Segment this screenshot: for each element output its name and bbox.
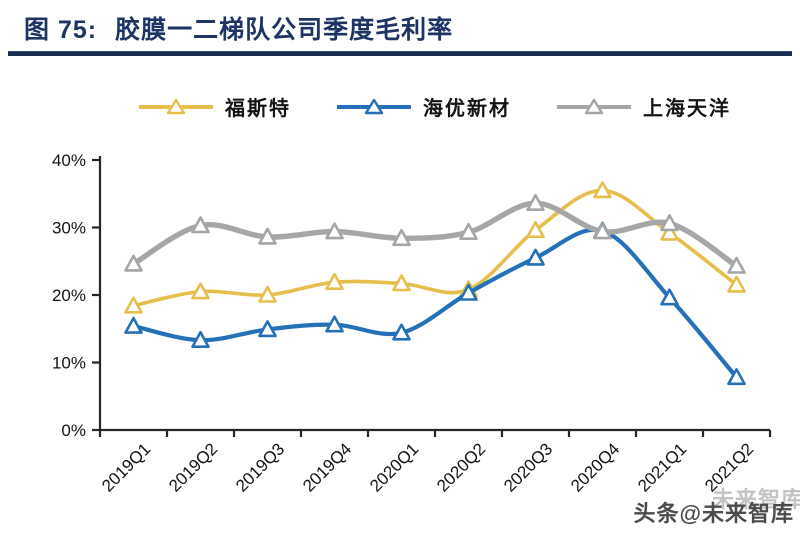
series-marker bbox=[325, 272, 344, 290]
y-tick-label: 30% bbox=[52, 219, 86, 238]
series-marker bbox=[392, 274, 411, 292]
x-tick-label: 2019Q4 bbox=[299, 439, 355, 495]
x-tick-label: 2020Q3 bbox=[500, 439, 556, 495]
figure-title-text: 胶膜一二梯队公司季度毛利率 bbox=[115, 16, 454, 44]
series-marker bbox=[325, 222, 344, 240]
series-marker bbox=[727, 368, 746, 386]
line-chart-canvas: 0%10%20%30%40%2019Q1 2019Q2 2019Q3 2019Q4 20… bbox=[52, 151, 772, 496]
series-marker bbox=[392, 229, 411, 247]
series-marker bbox=[124, 254, 143, 272]
series-marker bbox=[727, 275, 746, 293]
x-tick-label: 2021Q1 bbox=[634, 439, 690, 495]
haiyou-line-marker-icon bbox=[337, 98, 411, 114]
watermark-echo: 未来智库 bbox=[711, 487, 800, 512]
series-marker bbox=[191, 330, 210, 348]
series-marker bbox=[526, 193, 545, 211]
series-marker bbox=[459, 222, 478, 240]
legend-item-foster: 福斯特 bbox=[139, 92, 291, 121]
x-tick-label: 2020Q4 bbox=[567, 439, 623, 495]
series-marker bbox=[459, 283, 478, 301]
series-marker bbox=[124, 316, 143, 334]
legend-label-foster: 福斯特 bbox=[225, 98, 291, 120]
legend-item-haiyou: 海优新材 bbox=[337, 92, 511, 121]
title-divider bbox=[8, 51, 792, 56]
watermark: 头条@未来智库 bbox=[633, 501, 794, 526]
series-line bbox=[131, 188, 739, 308]
x-tick-label: 2019Q2 bbox=[165, 439, 221, 495]
legend-label-haiyou: 海优新材 bbox=[423, 98, 511, 120]
series-marker bbox=[727, 256, 746, 274]
series-line bbox=[130, 200, 740, 269]
series-marker bbox=[660, 214, 679, 232]
x-tick-label: 2019Q3 bbox=[232, 439, 288, 495]
series-marker bbox=[660, 223, 679, 241]
series-marker bbox=[392, 323, 411, 341]
x-tick-label: 2020Q1 bbox=[366, 439, 422, 495]
figure-title: 图 75: 胶膜一二梯队公司季度毛利率 bbox=[24, 10, 453, 46]
foster-line-marker-icon bbox=[139, 98, 213, 114]
y-tick-label: 10% bbox=[52, 354, 86, 373]
series-marker bbox=[258, 285, 277, 303]
chart-legend: 福斯特 海优新材 上海天洋 bbox=[70, 92, 800, 121]
legend-label-tianyang: 上海天洋 bbox=[643, 98, 731, 120]
series-marker bbox=[258, 320, 277, 338]
series-marker bbox=[325, 315, 344, 333]
series-marker bbox=[258, 227, 277, 245]
series-marker bbox=[191, 216, 210, 234]
series-marker bbox=[191, 282, 210, 300]
y-tick-label: 40% bbox=[52, 151, 86, 170]
legend-item-tianyang: 上海天洋 bbox=[557, 92, 731, 121]
x-tick-label: 2019Q1 bbox=[98, 439, 154, 495]
series-marker bbox=[526, 220, 545, 238]
series-marker bbox=[526, 248, 545, 266]
y-tick-label: 0% bbox=[61, 421, 86, 440]
figure-number: 图 75: bbox=[24, 16, 98, 44]
series-line bbox=[131, 227, 739, 380]
series-marker bbox=[660, 288, 679, 306]
series-marker bbox=[124, 296, 143, 314]
x-tick-label: 2020Q2 bbox=[433, 439, 489, 495]
line-chart: 0% 10% 20% 30% 40% 2019Q1 2019Q2 2019Q3 2019Q4 20… bbox=[0, 135, 800, 538]
tianyang-line-marker-icon bbox=[557, 98, 631, 114]
series-marker bbox=[593, 181, 612, 199]
series-marker bbox=[593, 222, 612, 240]
y-tick-label: 20% bbox=[52, 286, 86, 305]
